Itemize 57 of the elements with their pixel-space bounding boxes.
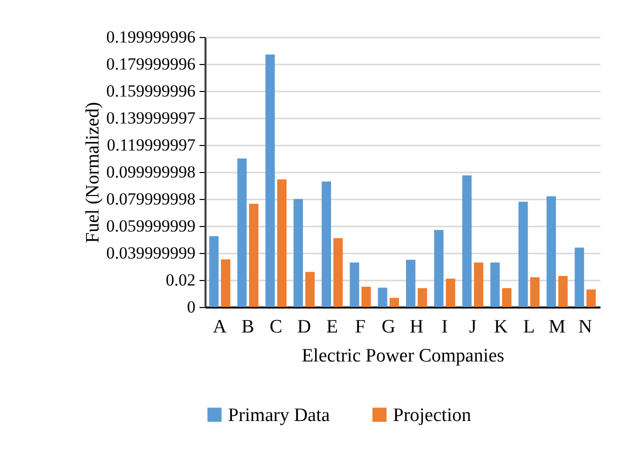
x-tick-label: I	[442, 316, 448, 338]
y-tick-label: 0.199999996	[106, 28, 196, 46]
bar	[390, 298, 399, 307]
x-tick-label: A	[212, 316, 227, 338]
y-tick-label: 0.139999997	[106, 108, 196, 128]
bar	[220, 259, 230, 307]
bar	[265, 54, 275, 307]
bar	[418, 288, 428, 307]
bar	[490, 262, 500, 307]
bar	[209, 236, 219, 307]
bar	[305, 272, 315, 307]
x-tick-label: B	[242, 316, 254, 338]
bar	[558, 276, 568, 307]
bar	[294, 199, 303, 307]
x-tick-label: E	[326, 316, 338, 338]
bar	[378, 288, 388, 307]
bar	[446, 278, 456, 307]
bar	[574, 248, 584, 307]
bar	[434, 230, 444, 307]
x-tick-label: F	[355, 316, 366, 338]
y-tick-label: 0.079999998	[106, 190, 196, 208]
bar	[362, 286, 371, 307]
x-tick-label: M	[548, 316, 566, 338]
bar	[474, 262, 484, 307]
x-tick-label: N	[578, 316, 592, 338]
x-tick-label: G	[382, 316, 396, 338]
legend-label: Projection	[393, 404, 472, 426]
y-axis-title: Fuel (Normalized)	[82, 102, 104, 243]
bar	[350, 262, 360, 307]
x-tick-label: L	[523, 316, 535, 338]
bar	[333, 238, 343, 307]
x-tick-label: H	[410, 316, 424, 338]
bar	[462, 175, 472, 307]
y-tick-label: 0.159999996	[106, 82, 196, 100]
y-tick-label: 0.059999999	[106, 216, 196, 236]
bar	[249, 204, 258, 307]
bar	[406, 260, 416, 307]
bar	[237, 158, 247, 307]
bar	[277, 179, 287, 307]
bar	[518, 202, 528, 307]
y-tick-label: 0.039999999	[106, 244, 196, 262]
bar	[530, 277, 540, 307]
x-tick-label: C	[270, 316, 282, 338]
y-tick-label: 0.179999996	[106, 54, 196, 74]
x-axis-title: Electric Power Companies	[302, 346, 504, 366]
x-tick-label: K	[494, 316, 508, 338]
bar	[502, 288, 512, 307]
y-tick-label: 0.099999998	[106, 162, 196, 182]
x-tick-label: J	[469, 316, 476, 338]
legend-label: Primary Data	[228, 404, 330, 426]
bar	[546, 196, 556, 307]
bar	[322, 181, 332, 307]
y-tick-label: 0.02	[166, 270, 196, 290]
y-tick-label: 0.119999997	[106, 136, 196, 154]
y-tick-label: 0	[187, 298, 196, 316]
bar	[586, 289, 596, 307]
x-tick-label: D	[297, 316, 311, 338]
